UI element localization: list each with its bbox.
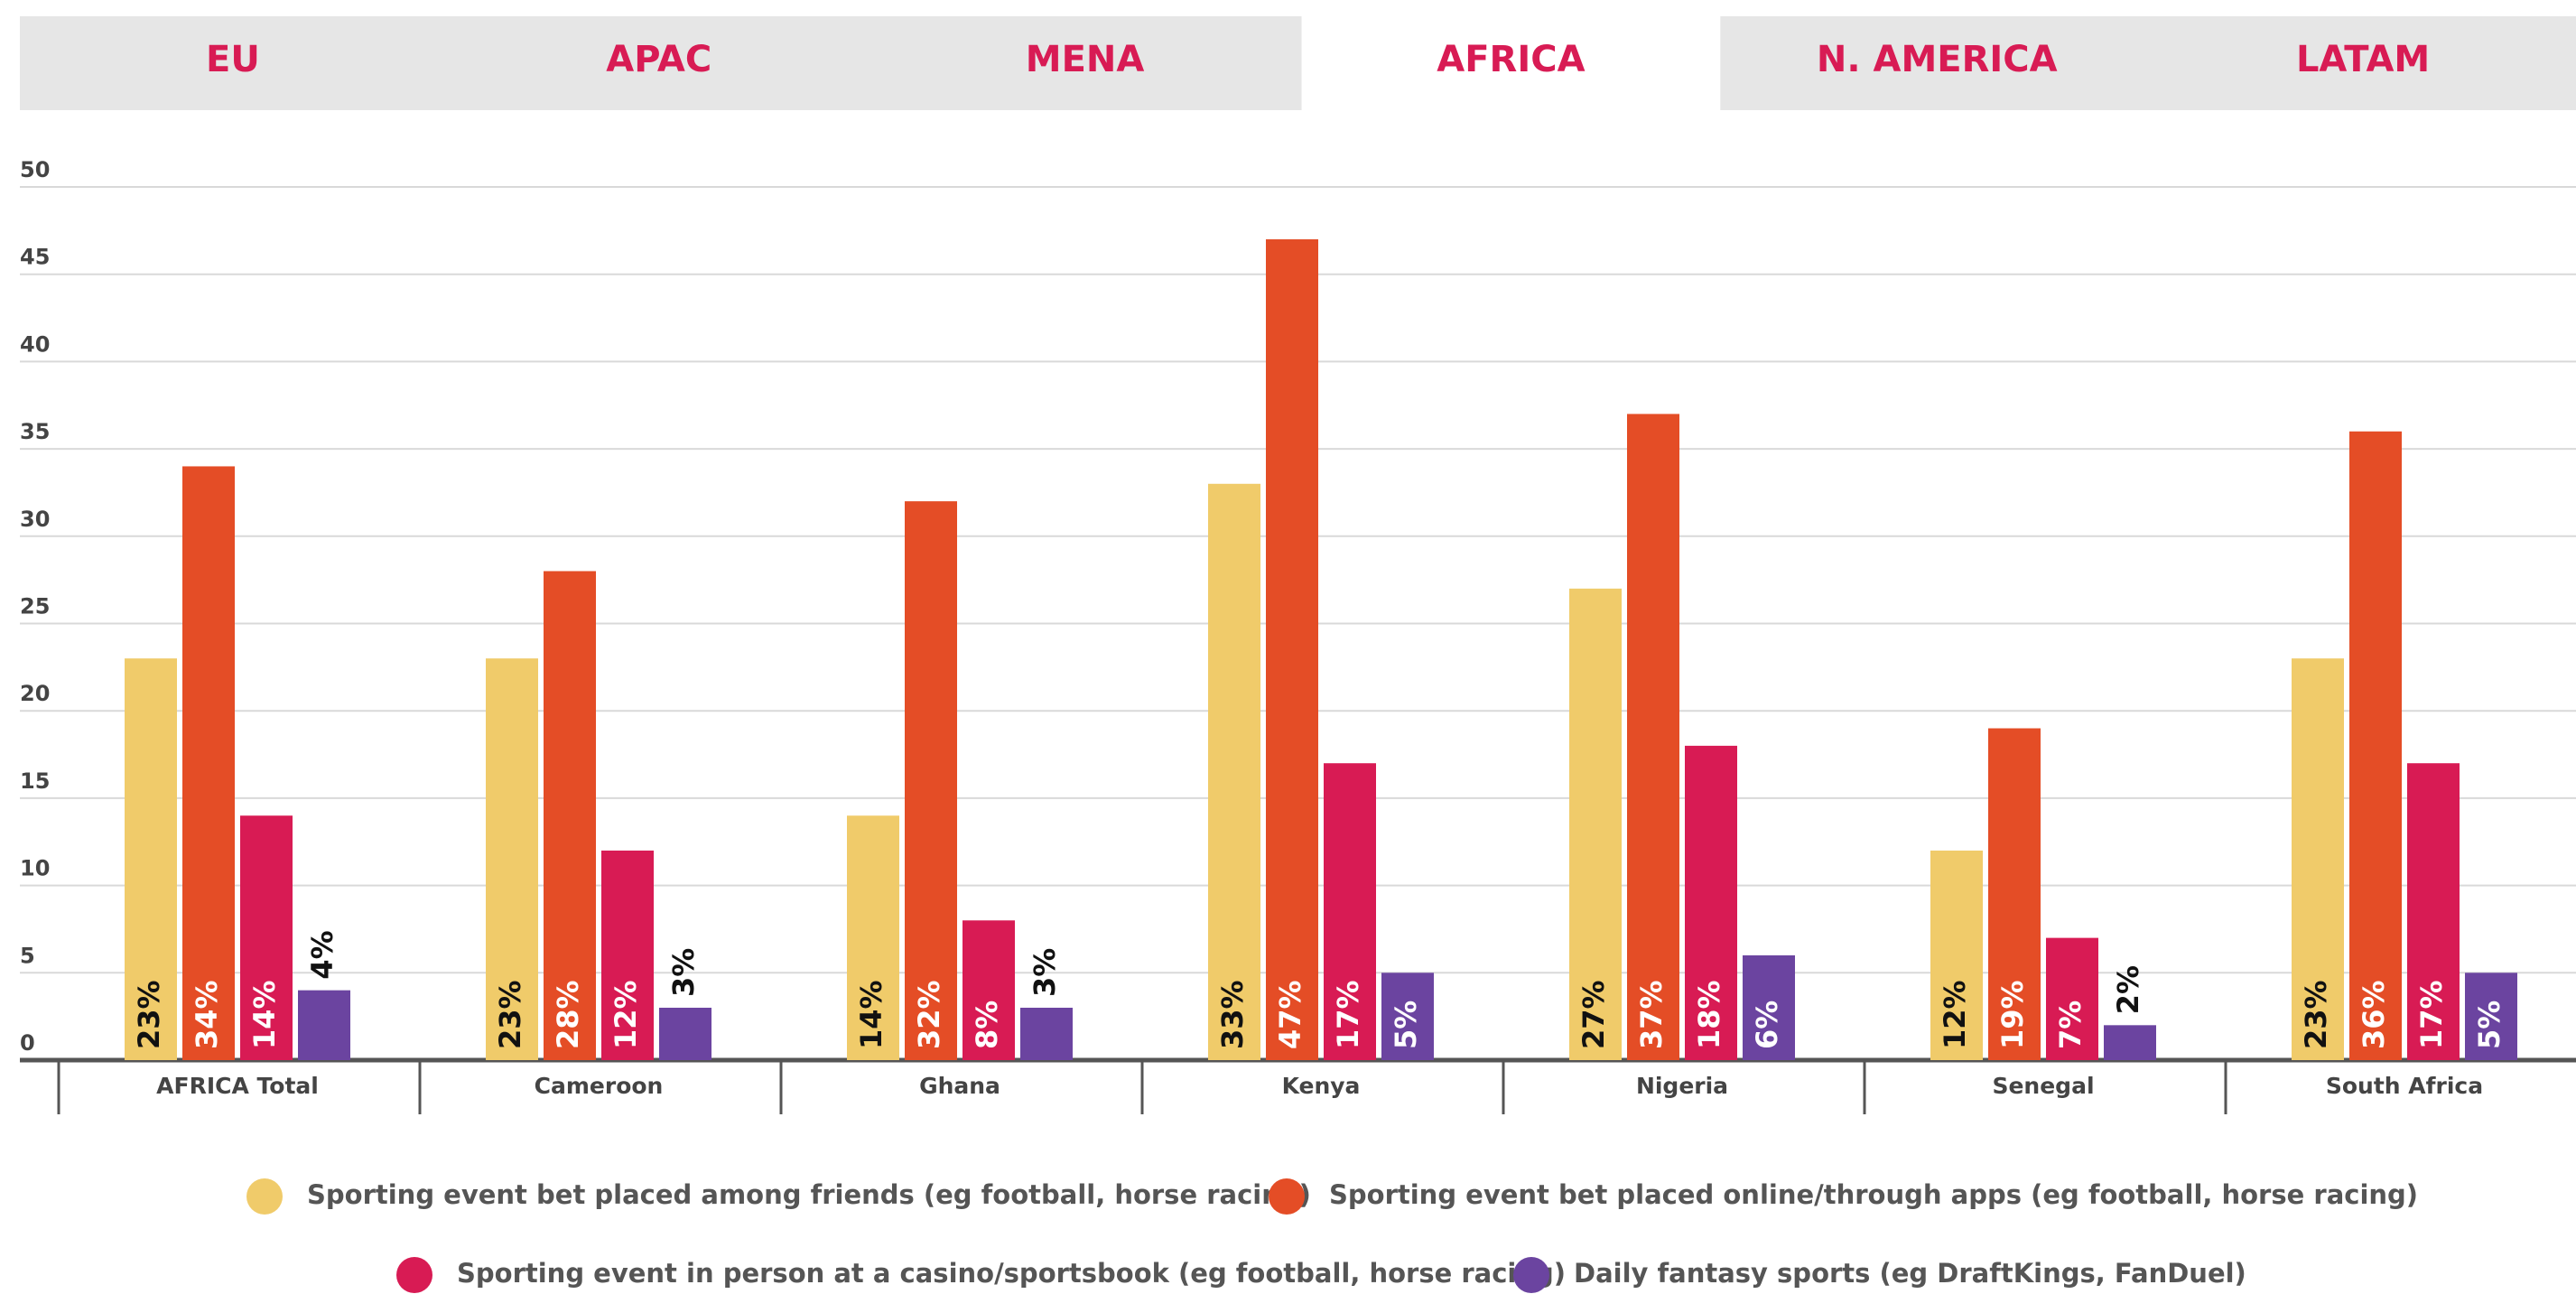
x-tick-label: Nigeria bbox=[1636, 1073, 1728, 1099]
legend-swatch bbox=[1269, 1178, 1305, 1215]
value-label: 3% bbox=[1028, 948, 1062, 997]
x-tick-label: Senegal bbox=[1992, 1073, 2094, 1099]
value-label: 6% bbox=[1750, 1001, 1784, 1049]
value-label: 27% bbox=[1576, 980, 1611, 1049]
value-label: 23% bbox=[132, 980, 166, 1049]
value-label: 5% bbox=[1389, 1001, 1423, 1049]
x-tick-label: South Africa bbox=[2326, 1073, 2483, 1099]
y-tick-label: 0 bbox=[20, 1030, 35, 1056]
value-label: 4% bbox=[305, 930, 339, 979]
y-tick-label: 5 bbox=[20, 943, 35, 968]
bar bbox=[240, 815, 293, 1060]
bar bbox=[1381, 973, 1434, 1060]
tab-bar bbox=[20, 16, 2576, 110]
value-label: 12% bbox=[609, 980, 643, 1049]
y-tick-label: 45 bbox=[20, 245, 50, 270]
y-tick-label: 20 bbox=[20, 681, 50, 706]
x-tick-label: Kenya bbox=[1282, 1073, 1361, 1099]
value-label: 47% bbox=[1273, 980, 1307, 1049]
bar bbox=[905, 501, 957, 1060]
y-tick-label: 30 bbox=[20, 507, 50, 532]
y-tick-label: 40 bbox=[20, 331, 50, 357]
y-tick-label: 25 bbox=[20, 594, 50, 619]
bar bbox=[2349, 431, 2402, 1060]
bar bbox=[847, 815, 899, 1060]
legend-label: Daily fantasy sports (eg DraftKings, Fan… bbox=[1574, 1258, 2246, 1289]
bar bbox=[2292, 658, 2344, 1060]
value-label: 12% bbox=[1938, 980, 1972, 1049]
value-label: 8% bbox=[970, 1001, 1004, 1049]
y-tick-label: 35 bbox=[20, 419, 50, 444]
bar bbox=[125, 658, 177, 1060]
value-label: 19% bbox=[1995, 980, 2030, 1049]
value-label: 17% bbox=[2414, 980, 2449, 1049]
value-label: 7% bbox=[2053, 1001, 2088, 1049]
value-label: 23% bbox=[2299, 980, 2333, 1049]
bar bbox=[2046, 937, 2098, 1060]
bar bbox=[963, 920, 1015, 1060]
legend-label: Sporting event bet placed among friends … bbox=[307, 1179, 1311, 1210]
bar bbox=[2104, 1025, 2156, 1060]
legend-swatch bbox=[396, 1257, 432, 1293]
bar bbox=[601, 850, 654, 1060]
x-tick-label: AFRICA Total bbox=[156, 1073, 319, 1099]
bar bbox=[1208, 483, 1260, 1060]
bar bbox=[659, 1007, 711, 1060]
bar bbox=[1743, 954, 1795, 1060]
bar bbox=[1988, 728, 2041, 1060]
bar bbox=[1930, 850, 1983, 1060]
value-label: 5% bbox=[2472, 1001, 2506, 1049]
value-label: 17% bbox=[1331, 980, 1365, 1049]
bar bbox=[1324, 763, 1376, 1060]
value-label: 34% bbox=[190, 980, 224, 1049]
bar bbox=[1266, 239, 1318, 1060]
bar bbox=[1627, 414, 1679, 1060]
value-label: 18% bbox=[1692, 980, 1726, 1049]
x-tick-label: Ghana bbox=[919, 1073, 1000, 1099]
legend-swatch bbox=[1513, 1257, 1549, 1293]
bar bbox=[298, 990, 350, 1060]
bar bbox=[1685, 745, 1737, 1060]
tab-label[interactable]: N. AMERICA bbox=[1817, 39, 2058, 80]
bar bbox=[1020, 1007, 1073, 1060]
value-label: 3% bbox=[666, 948, 701, 997]
value-label: 28% bbox=[551, 980, 585, 1049]
tab-label[interactable]: MENA bbox=[1026, 39, 1145, 80]
value-label: 23% bbox=[493, 980, 527, 1049]
value-label: 14% bbox=[854, 980, 888, 1049]
value-label: 33% bbox=[1215, 980, 1250, 1049]
legend-swatch bbox=[246, 1178, 283, 1215]
bar bbox=[2407, 763, 2460, 1060]
value-label: 32% bbox=[912, 980, 946, 1049]
bar bbox=[182, 466, 235, 1060]
legend-label: Sporting event in person at a casino/spo… bbox=[457, 1258, 1566, 1289]
bar bbox=[544, 571, 596, 1060]
active-tab[interactable] bbox=[1301, 16, 1721, 110]
value-label: 14% bbox=[247, 980, 282, 1049]
tab-label[interactable]: EU bbox=[206, 39, 260, 80]
value-label: 36% bbox=[2357, 980, 2391, 1049]
y-tick-label: 50 bbox=[20, 157, 50, 182]
y-tick-label: 10 bbox=[20, 856, 50, 881]
bar bbox=[1569, 588, 1622, 1060]
tab-label[interactable]: APAC bbox=[606, 39, 711, 80]
value-label: 37% bbox=[1634, 980, 1669, 1049]
y-tick-label: 15 bbox=[20, 768, 50, 794]
tab-label[interactable]: LATAM bbox=[2296, 39, 2430, 80]
bar bbox=[2465, 973, 2517, 1060]
tab-label[interactable]: AFRICA bbox=[1437, 39, 1585, 80]
x-tick-label: Cameroon bbox=[535, 1073, 664, 1099]
bar bbox=[486, 658, 538, 1060]
legend-label: Sporting event bet placed online/through… bbox=[1329, 1179, 2418, 1210]
value-label: 2% bbox=[2111, 965, 2145, 1014]
